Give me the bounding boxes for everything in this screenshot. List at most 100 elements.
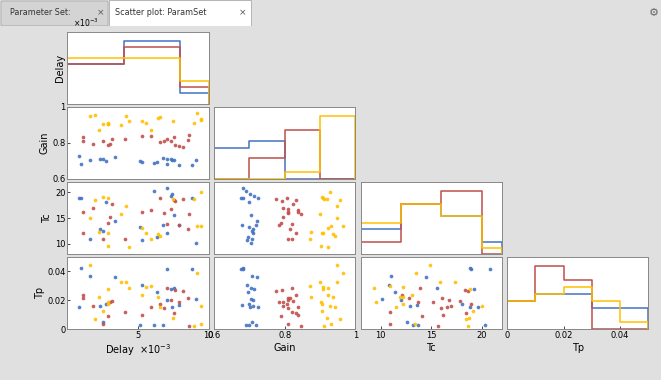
Point: [317, 307, 327, 314]
Point: [274, 299, 284, 305]
Point: [154, 195, 165, 201]
Point: [169, 310, 179, 316]
Point: [251, 274, 262, 280]
Point: [78, 209, 89, 215]
Point: [485, 266, 496, 272]
Point: [295, 211, 306, 217]
Point: [192, 270, 202, 276]
Point: [391, 304, 402, 310]
Point: [248, 226, 258, 232]
Point: [135, 224, 145, 230]
Point: [247, 228, 258, 234]
Point: [305, 230, 316, 236]
Point: [465, 304, 475, 310]
Point: [397, 283, 408, 290]
Point: [318, 230, 329, 236]
Point: [318, 283, 329, 290]
Point: [398, 294, 408, 300]
Point: [283, 306, 293, 312]
X-axis label: Gain: Gain: [274, 342, 296, 353]
Point: [90, 112, 100, 118]
Point: [97, 236, 108, 242]
Point: [102, 120, 113, 126]
Point: [165, 193, 176, 199]
Point: [287, 236, 297, 242]
Point: [149, 322, 159, 328]
Point: [477, 303, 487, 309]
Point: [158, 222, 169, 228]
Point: [326, 321, 336, 327]
Point: [338, 223, 348, 229]
Point: [104, 299, 115, 305]
Point: [136, 236, 147, 242]
Point: [98, 121, 108, 127]
Point: [288, 298, 299, 304]
Point: [153, 231, 163, 237]
Point: [78, 292, 89, 298]
Point: [85, 157, 95, 163]
Point: [317, 301, 327, 307]
Point: [331, 279, 342, 285]
Point: [120, 203, 131, 209]
Text: ×: ×: [239, 8, 247, 17]
Point: [315, 211, 325, 217]
Point: [247, 297, 258, 303]
Point: [162, 221, 173, 227]
Point: [335, 315, 346, 321]
Point: [153, 294, 163, 300]
Point: [318, 195, 329, 201]
Point: [236, 266, 247, 272]
Point: [442, 304, 452, 310]
Point: [168, 196, 178, 202]
Point: [459, 287, 470, 293]
Point: [241, 236, 252, 242]
Point: [101, 301, 112, 307]
Point: [124, 244, 134, 250]
Point: [94, 230, 104, 236]
Point: [76, 265, 87, 271]
Text: ×: ×: [97, 8, 104, 17]
Point: [137, 209, 148, 215]
Point: [395, 294, 406, 300]
Point: [151, 289, 162, 295]
Point: [384, 321, 395, 327]
Point: [292, 209, 303, 215]
Point: [244, 199, 254, 205]
Point: [322, 315, 332, 321]
Point: [305, 283, 316, 289]
Point: [246, 212, 256, 218]
Point: [241, 282, 252, 288]
Point: [188, 120, 199, 126]
Point: [251, 218, 262, 224]
Point: [116, 211, 127, 217]
Point: [155, 114, 165, 120]
Point: [174, 299, 184, 305]
Point: [159, 210, 169, 216]
Point: [241, 322, 252, 328]
Point: [282, 209, 293, 215]
Point: [173, 222, 184, 228]
Point: [385, 273, 396, 279]
Point: [136, 159, 147, 165]
Point: [102, 299, 113, 305]
Point: [103, 230, 114, 236]
Point: [282, 301, 292, 307]
Point: [137, 292, 147, 298]
Point: [316, 243, 327, 249]
Point: [473, 304, 483, 310]
Point: [169, 197, 179, 203]
Point: [173, 162, 184, 168]
Point: [397, 292, 407, 298]
Point: [244, 322, 254, 328]
Point: [480, 322, 490, 328]
Point: [315, 279, 325, 285]
Point: [103, 141, 114, 147]
Point: [249, 193, 259, 199]
Point: [166, 138, 176, 144]
Point: [101, 199, 112, 205]
Point: [169, 212, 179, 218]
Point: [317, 230, 327, 236]
Point: [178, 288, 188, 294]
Point: [237, 266, 248, 272]
Point: [136, 282, 147, 288]
